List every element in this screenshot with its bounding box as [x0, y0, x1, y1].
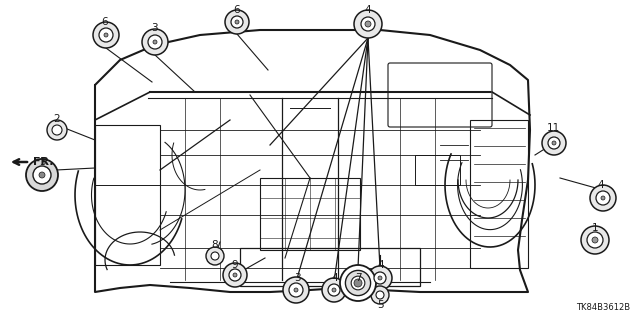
Circle shape [322, 278, 346, 302]
Circle shape [346, 270, 371, 296]
Text: 1: 1 [592, 223, 598, 233]
Text: 3: 3 [38, 157, 45, 167]
Circle shape [26, 159, 58, 191]
Bar [240, 248, 420, 286]
Bar [95, 125, 160, 265]
Circle shape [376, 291, 384, 299]
Circle shape [231, 16, 243, 28]
Circle shape [328, 284, 340, 296]
Circle shape [368, 266, 392, 290]
Circle shape [233, 273, 237, 277]
Circle shape [148, 35, 162, 49]
Circle shape [548, 137, 560, 149]
Circle shape [552, 141, 556, 145]
Circle shape [223, 263, 247, 287]
Text: 11: 11 [547, 123, 559, 133]
Circle shape [52, 125, 62, 135]
Circle shape [39, 172, 45, 178]
Circle shape [289, 283, 303, 297]
Circle shape [378, 276, 382, 280]
Circle shape [206, 247, 224, 265]
Text: 9: 9 [232, 260, 238, 270]
Circle shape [354, 279, 362, 287]
Circle shape [142, 29, 168, 55]
Text: 3: 3 [294, 273, 300, 283]
Circle shape [229, 269, 241, 281]
Text: 5: 5 [378, 300, 384, 310]
Circle shape [374, 272, 386, 284]
Text: 7: 7 [355, 273, 362, 283]
Text: 2: 2 [54, 114, 60, 124]
Text: 4: 4 [332, 273, 339, 283]
Circle shape [332, 288, 336, 292]
Circle shape [601, 196, 605, 200]
Text: 4: 4 [378, 260, 384, 270]
Circle shape [365, 21, 371, 27]
Circle shape [596, 191, 610, 205]
Text: TK84B3612B: TK84B3612B [576, 303, 630, 312]
Circle shape [371, 286, 389, 304]
Bar [415, 155, 460, 185]
Circle shape [590, 185, 616, 211]
Circle shape [47, 120, 67, 140]
Circle shape [283, 277, 309, 303]
Circle shape [340, 265, 376, 301]
Bar [470, 120, 528, 268]
Circle shape [587, 232, 603, 248]
Text: 6: 6 [102, 17, 108, 27]
Text: FR.: FR. [33, 157, 54, 167]
Circle shape [99, 28, 113, 42]
Text: 4: 4 [365, 5, 371, 15]
Circle shape [361, 17, 375, 31]
Circle shape [351, 276, 365, 290]
Text: 3: 3 [150, 23, 157, 33]
Text: 6: 6 [234, 5, 240, 15]
Circle shape [581, 226, 609, 254]
Circle shape [225, 10, 249, 34]
Circle shape [592, 237, 598, 243]
Circle shape [235, 20, 239, 24]
Text: 8: 8 [212, 240, 218, 250]
Circle shape [354, 10, 382, 38]
Circle shape [294, 288, 298, 292]
Circle shape [542, 131, 566, 155]
Circle shape [104, 33, 108, 37]
Circle shape [93, 22, 119, 48]
Bar [260, 178, 360, 250]
Text: 4: 4 [598, 180, 604, 190]
Circle shape [153, 40, 157, 44]
Circle shape [33, 166, 51, 184]
Circle shape [211, 252, 219, 260]
